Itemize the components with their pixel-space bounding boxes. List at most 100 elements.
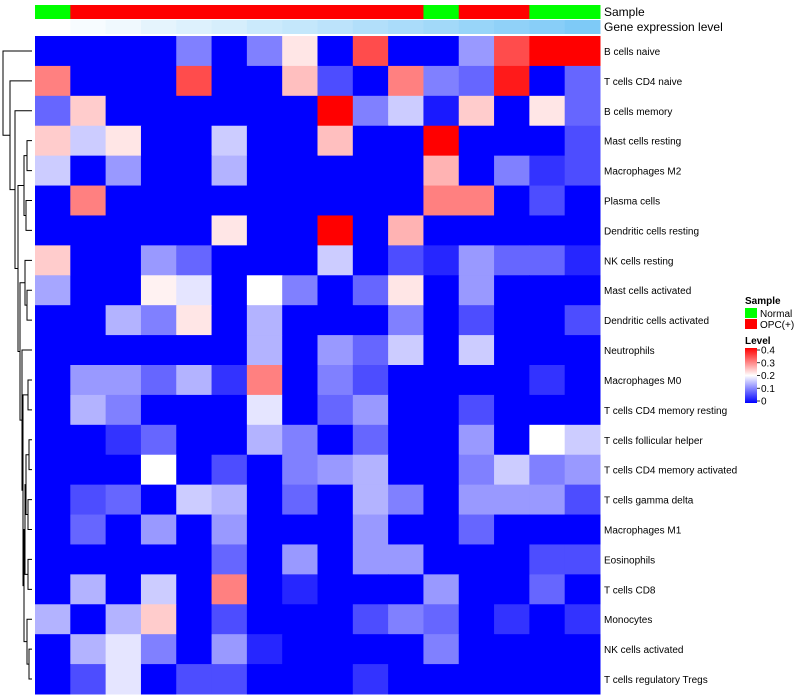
heatmap-cell: [494, 484, 530, 516]
heatmap-cell: [317, 544, 354, 575]
row-label: T cells CD4 memory resting: [604, 406, 727, 417]
heatmap-cell: [211, 514, 248, 545]
sample-annotation-cell: [529, 5, 566, 19]
row-label: B cells memory: [604, 107, 672, 118]
heatmap-cell: [458, 305, 495, 336]
heatmap-cell: [176, 454, 213, 486]
heatmap-cell: [282, 275, 318, 306]
heatmap-cell: [246, 394, 283, 426]
heatmap-cell: [70, 245, 107, 276]
heatmap-cell: [352, 484, 389, 516]
heatmap-cell: [423, 185, 460, 216]
heatmap-cell: [458, 365, 495, 396]
heatmap-cell: [176, 574, 213, 605]
heatmap-cell: [35, 95, 71, 127]
heatmap-cell: [564, 305, 601, 336]
heatmap-cell: [140, 664, 177, 695]
heatmap-cell: [140, 245, 177, 276]
heatmap-cell: [140, 424, 177, 456]
row-label: Neutrophils: [604, 346, 655, 357]
heatmap-cell: [35, 245, 71, 276]
heatmap-cell: [423, 424, 460, 456]
heatmap-cell: [282, 36, 318, 67]
heatmap-cell: [176, 394, 213, 426]
heatmap-cell: [352, 544, 389, 575]
dendrogram-branch: [9, 80, 32, 191]
heatmap-cell: [564, 365, 601, 396]
heatmap-cell: [352, 514, 389, 545]
heatmap-cell: [35, 454, 71, 486]
row-label: T cells CD4 naive: [604, 77, 683, 88]
legend-sample-swatch: [745, 308, 757, 318]
heatmap-cell: [317, 155, 354, 187]
heatmap-cell: [140, 305, 177, 336]
heatmap-cell: [211, 65, 248, 97]
heatmap-cell: [388, 215, 424, 246]
heatmap-cell: [317, 514, 354, 545]
heatmap-cell: [105, 95, 142, 127]
heatmap-cell: [564, 185, 601, 216]
heatmap-cell: [176, 185, 213, 216]
legend-sample-title: Sample: [745, 296, 781, 307]
heatmap-cell: [282, 484, 318, 516]
expression-level-cell: [423, 20, 460, 34]
heatmap-cell: [282, 365, 318, 396]
heatmap-cell: [529, 484, 566, 516]
heatmap-cell: [246, 245, 283, 276]
heatmap-cell: [388, 36, 424, 67]
heatmap-cell: [388, 275, 424, 306]
heatmap-cell: [35, 484, 71, 516]
heatmap-cell: [211, 36, 248, 67]
heatmap-cell: [35, 215, 71, 246]
heatmap-cell: [105, 424, 142, 456]
heatmap-cell: [423, 544, 460, 575]
expression-level-cell: [211, 20, 248, 34]
heatmap-cell: [35, 394, 71, 426]
sample-annotation-cell: [211, 5, 248, 19]
heatmap-cell: [564, 215, 601, 246]
heatmap-cell: [140, 36, 177, 67]
row-label: Eosinophils: [604, 555, 655, 566]
heatmap-cell: [140, 335, 177, 366]
heatmap-cell: [529, 215, 566, 246]
heatmap-cell: [388, 424, 424, 456]
heatmap-cell: [140, 634, 177, 665]
heatmap-cell: [388, 544, 424, 575]
heatmap-cell: [246, 424, 283, 456]
row-label: B cells naive: [604, 47, 661, 58]
row-label: Dendritic cells resting: [604, 226, 699, 237]
heatmap-cell: [494, 305, 530, 336]
heatmap-cell: [35, 125, 71, 157]
dendrogram-branch: [26, 289, 32, 321]
heatmap-cell: [176, 664, 213, 695]
sample-annotation-cell: [494, 5, 530, 19]
heatmap-cell: [352, 664, 389, 695]
heatmap-cell: [176, 604, 213, 635]
heatmap-cell: [105, 215, 142, 246]
sample-annotation-cell: [246, 5, 283, 19]
heatmap-cell: [211, 95, 248, 127]
heatmap-cell: [211, 604, 248, 635]
heatmap-cell: [140, 125, 177, 157]
heatmap-cell: [423, 394, 460, 426]
heatmap-cell: [176, 424, 213, 456]
heatmap-cell: [423, 95, 460, 127]
legend-level-title: Level: [745, 336, 771, 347]
dendrogram-branch: [27, 499, 32, 530]
heatmap-cell: [211, 574, 248, 605]
sample-annotation-cell: [70, 5, 107, 19]
heatmap-cell: [494, 424, 530, 456]
heatmap-cell: [317, 664, 354, 695]
dendrogram-branch: [27, 558, 32, 590]
expression-level-cell: [317, 20, 354, 34]
heatmap-cell: [35, 155, 71, 187]
heatmap-cell: [35, 365, 71, 396]
expression-level-cell: [282, 20, 318, 34]
heatmap-cell: [352, 305, 389, 336]
heatmap-cell: [529, 275, 566, 306]
heatmap-cell: [282, 245, 318, 276]
heatmap-cell: [388, 65, 424, 97]
heatmap-cell: [140, 544, 177, 575]
row-label: Plasma cells: [604, 197, 660, 208]
